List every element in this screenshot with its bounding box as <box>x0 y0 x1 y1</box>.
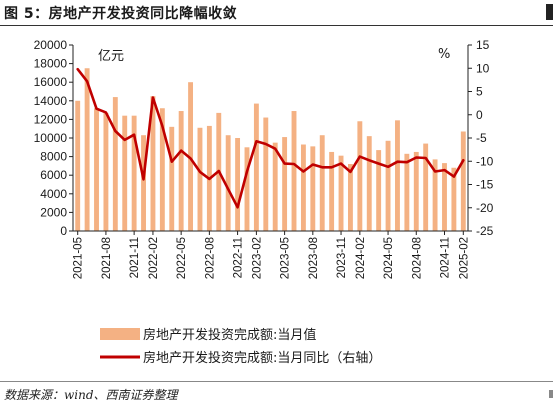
x-tick-label: 2023-02 <box>251 237 263 279</box>
bar <box>395 120 400 231</box>
bar <box>150 96 156 232</box>
source-note: 数据来源：wind、西南证券整理 <box>4 388 178 402</box>
bar-series <box>75 68 466 232</box>
x-tick-label: 2025-02 <box>458 237 470 279</box>
bar <box>188 82 194 231</box>
bar <box>131 115 137 231</box>
legend: 房地产开发投资完成额:当月值 房地产开发投资完成额:当月同比（右轴） <box>100 327 381 366</box>
y-tick-label-left: 8000 <box>40 150 67 164</box>
bar <box>253 103 259 231</box>
bar <box>300 144 306 231</box>
title-rule <box>0 25 553 26</box>
bar <box>244 147 250 231</box>
bar <box>75 100 81 231</box>
bar <box>432 159 438 231</box>
bar <box>169 126 175 231</box>
bar <box>159 108 165 231</box>
edge-fragment-2 <box>549 390 553 398</box>
y-tick-label-right: -15 <box>476 178 494 192</box>
right-axis-unit: % <box>438 47 450 62</box>
bar <box>357 121 363 231</box>
bar <box>235 138 241 231</box>
y-tick-label-left: 2000 <box>40 205 67 219</box>
bar <box>385 140 391 231</box>
x-tick-label: 2021-08 <box>101 237 113 279</box>
bar <box>404 153 410 231</box>
x-tick-label: 2021-11 <box>129 237 141 278</box>
bar <box>122 115 128 231</box>
y-tick-label-left: 12000 <box>34 112 68 126</box>
bar <box>103 112 109 231</box>
x-tick-label: 2024-11 <box>439 237 451 278</box>
y-tick-label-right: -5 <box>476 131 487 145</box>
y-tick-label-left: 6000 <box>40 168 67 182</box>
y-tick-label-left: 10000 <box>34 131 68 145</box>
y-tick-label-right: -20 <box>476 201 494 215</box>
figure-title: 图 5：房地产开发投资同比降幅收敛 <box>4 6 238 22</box>
y-tick-label-right: 0 <box>476 108 483 122</box>
bar <box>338 155 344 231</box>
line-series <box>76 67 465 209</box>
y-tick-label-left: 20000 <box>34 38 68 52</box>
bar <box>225 135 231 231</box>
bar <box>329 151 335 231</box>
x-tick-label: 2023-08 <box>308 237 320 279</box>
bar <box>319 135 325 231</box>
x-tick-label: 2023-05 <box>280 237 292 279</box>
legend-swatch-bar <box>100 328 140 340</box>
edge-fragment <box>546 4 553 20</box>
y-tick-label-left: 14000 <box>34 94 68 108</box>
y-tick-label-right: 10 <box>476 61 490 75</box>
x-tick-label: 2022-11 <box>233 237 245 278</box>
bar <box>347 164 353 231</box>
y-tick-label-right: 5 <box>476 85 483 99</box>
y-tick-label-right: 15 <box>476 38 490 52</box>
bar <box>442 163 447 231</box>
axes: 0 2000 4000 6000 8000 10000 12000 14000 16000 180… <box>34 38 494 279</box>
x-tick-label: 2024-05 <box>383 237 395 279</box>
legend-label-line: 房地产开发投资完成额:当月同比（右轴） <box>143 350 381 366</box>
bar <box>460 131 466 231</box>
bar <box>141 135 146 231</box>
y-tick-label-right: -25 <box>476 224 494 238</box>
left-axis-unit: 亿元 <box>98 49 124 64</box>
y-tick-label-left: 0 <box>60 224 67 238</box>
y-tick-label-right: -10 <box>476 154 494 168</box>
bar <box>272 142 278 231</box>
x-tick-label: 2023-11 <box>336 237 348 278</box>
bar <box>282 137 288 231</box>
x-tick-label: 2022-02 <box>148 237 160 279</box>
bar <box>376 150 382 231</box>
source-rule <box>0 381 553 382</box>
x-tick-label: 2024-08 <box>411 237 423 279</box>
bar <box>263 117 269 231</box>
bar <box>310 146 316 231</box>
bar <box>84 68 90 231</box>
x-tick-label: 2022-08 <box>204 237 216 279</box>
x-tick-label: 2022-05 <box>176 237 188 279</box>
bar <box>413 151 419 231</box>
bar <box>366 136 372 231</box>
legend-label-bar: 房地产开发投资完成额:当月值 <box>143 327 316 343</box>
bar <box>197 127 203 231</box>
bar <box>112 97 118 231</box>
bar <box>94 108 99 231</box>
bar <box>423 143 429 231</box>
y-tick-label-left: 4000 <box>40 187 67 201</box>
bar <box>451 167 457 231</box>
yoy-line <box>76 67 465 209</box>
y-tick-label-left: 16000 <box>34 75 68 89</box>
x-tick-label: 2021-05 <box>73 237 85 279</box>
x-tick-label: 2024-02 <box>355 237 367 279</box>
chart-canvas: 亿元 % 0 2000 4000 6000 8000 10000 12000 14000 160… <box>34 38 494 366</box>
bar <box>291 111 297 231</box>
y-tick-label-left: 18000 <box>34 57 68 71</box>
bar <box>178 111 184 231</box>
